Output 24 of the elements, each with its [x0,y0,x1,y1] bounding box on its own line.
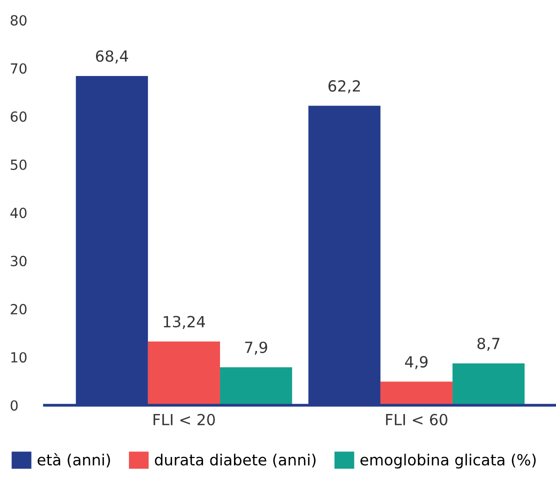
bar [380,382,453,406]
y-tick-label: 20 [10,304,27,314]
data-label: 7,9 [245,342,268,355]
y-tick-label: 10 [11,352,27,363]
data-label: 8,7 [477,338,500,351]
y-tick-label: 40 [10,208,27,218]
data-label: 4,9 [405,356,428,370]
y-tick-label: 30 [10,256,27,266]
y-tick-label: 50 [10,160,27,170]
x-tick-label: FLI < 60 [386,414,448,426]
data-label: 62,2 [328,80,360,94]
x-tick-label: FLI < 20 [154,414,215,426]
y-tick-label: 60 [10,111,27,122]
bar [220,367,292,406]
bar [452,363,525,406]
legend-label: età (anni) [38,453,110,468]
data-label: 68,4 [96,50,128,64]
y-tick-label: 70 [10,63,27,74]
y-tick-label: 80 [10,15,27,26]
legend-label: emoglobina glicata (%) [360,454,536,469]
y-tick-label: 0 [10,400,18,411]
data-label: 13,24 [164,316,205,329]
bar [148,341,220,406]
legend-label: durata diabete (anni) [154,454,316,468]
